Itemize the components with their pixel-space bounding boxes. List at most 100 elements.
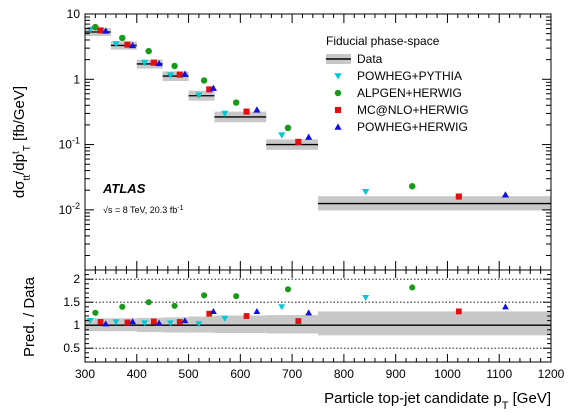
top-marker-s3-p4 bbox=[209, 84, 218, 91]
top-marker-s0-p1 bbox=[112, 41, 120, 48]
top-marker-s1-p0 bbox=[92, 23, 99, 31]
x-tick-label-5: 800 bbox=[334, 367, 354, 381]
ratio-marker-s2-p2 bbox=[150, 318, 157, 325]
top-marker-s1-p2 bbox=[145, 47, 152, 55]
x-tick-label-7: 1000 bbox=[434, 367, 461, 381]
ratio-marker-s2-p4 bbox=[206, 310, 213, 317]
ratio-marker-s0-p3 bbox=[167, 320, 174, 327]
main-y-axis: 10 1 10-1 10-2 bbox=[59, 7, 551, 257]
top-marker-s3-p0 bbox=[102, 27, 110, 34]
ratio-marker-s2-p0 bbox=[97, 319, 104, 325]
x-tick-label-1: 400 bbox=[127, 367, 147, 381]
legend-label-mcatnlo-herwig: MC@NLO+HERWIG bbox=[357, 103, 469, 117]
y-tick-label-3: 10-2 bbox=[59, 201, 80, 217]
legend: Fiducial phase-space Data POWHEG+PYTHIA … bbox=[326, 34, 469, 134]
top-marker-s0-p5 bbox=[221, 110, 229, 118]
top-marker-s0-p3 bbox=[166, 72, 175, 79]
y-tick-label-0: 10 bbox=[67, 7, 81, 21]
ratio-marker-s1-p7 bbox=[409, 284, 416, 291]
top-marker-s1-p1 bbox=[119, 34, 126, 42]
legend-title: Fiducial phase-space bbox=[326, 34, 440, 48]
top-marker-s0-p2 bbox=[140, 59, 149, 67]
legend-label-alpgen-herwig: ALPGEN+HERWIG bbox=[357, 86, 462, 100]
ratio-y-axis-label: Pred. / Data bbox=[21, 276, 38, 357]
legend-marker-0 bbox=[334, 73, 342, 80]
x-tick-label-8: 1100 bbox=[486, 367, 512, 381]
ratio-y-tick-label-0: 0.5 bbox=[63, 341, 80, 355]
x-tick-label-2: 500 bbox=[179, 367, 199, 381]
top-marker-s0-p6 bbox=[278, 132, 286, 139]
main-y-axis-label: dσtt/dptT [fb/GeV] bbox=[11, 86, 33, 198]
ratio-marker-s1-p4 bbox=[201, 292, 208, 299]
ratio-marker-s3-p4 bbox=[210, 308, 217, 314]
energy-lumi-label: √s = 8 TeV, 20.3 fb-1 bbox=[103, 205, 184, 216]
top-marker-s3-p3 bbox=[181, 70, 189, 77]
y-tick-label-2: 10-1 bbox=[59, 136, 80, 152]
ratio-x-axis: 300 400 500 600 700 800 900 1000 1100 1200 bbox=[75, 270, 565, 381]
ratio-marker-s0-p6 bbox=[278, 304, 286, 311]
top-marker-s1-p6 bbox=[284, 124, 292, 132]
ratio-marker-s2-p5 bbox=[243, 313, 250, 319]
top-marker-s2-p6 bbox=[295, 138, 302, 145]
ratio-markers bbox=[86, 284, 509, 328]
ratio-marker-s0-p0 bbox=[86, 318, 94, 324]
ratio-marker-s3-p5 bbox=[253, 308, 261, 314]
x-axis-label: Particle top-jet candidate pT [GeV] bbox=[324, 390, 551, 412]
top-marker-s2-p3 bbox=[176, 71, 183, 78]
ratio-band-6 bbox=[266, 315, 318, 334]
data-uncertainty-bands bbox=[85, 28, 551, 211]
top-marker-s3-p2 bbox=[155, 59, 163, 67]
top-marker-s1-p4 bbox=[200, 77, 208, 84]
ratio-marker-s3-p7 bbox=[502, 303, 509, 310]
ratio-marker-s3-p1 bbox=[129, 318, 137, 325]
ratio-marker-s0-p4 bbox=[195, 321, 203, 328]
x-tick-label-3: 600 bbox=[230, 367, 250, 381]
top-marker-s1-p3 bbox=[171, 62, 178, 70]
ratio-marker-s3-p2 bbox=[155, 319, 163, 326]
ratio-marker-s1-p3 bbox=[171, 302, 178, 309]
ratio-y-tick-label-3: 2 bbox=[73, 272, 80, 286]
top-marker-s3-p7 bbox=[501, 191, 510, 198]
top-marker-s3-p1 bbox=[129, 41, 137, 49]
ratio-reference-lines bbox=[85, 278, 551, 349]
top-marker-s2-p4 bbox=[206, 86, 213, 93]
ratio-marker-s2-p3 bbox=[176, 319, 183, 325]
top-marker-s2-p5 bbox=[243, 108, 250, 115]
top-marker-s3-p6 bbox=[305, 133, 313, 140]
ratio-marker-s1-p5 bbox=[233, 293, 240, 300]
legend-label-data: Data bbox=[357, 52, 383, 66]
atlas-label: ATLAS bbox=[102, 181, 146, 196]
legend-marker-3 bbox=[334, 123, 342, 130]
ratio-marker-s0-p7 bbox=[362, 295, 370, 301]
x-tick-label-6: 900 bbox=[386, 367, 406, 381]
ratio-marker-s3-p3 bbox=[181, 317, 189, 324]
ratio-marker-s3-p0 bbox=[102, 320, 110, 327]
top-marker-s0-p7 bbox=[362, 188, 370, 196]
ratio-y-tick-label-2: 1.5 bbox=[63, 295, 80, 309]
x-tick-label-0: 300 bbox=[75, 367, 95, 381]
data-central-lines bbox=[85, 31, 551, 205]
ratio-band-5 bbox=[214, 315, 267, 334]
ratio-marker-s1-p6 bbox=[284, 286, 292, 293]
top-marker-s2-p0 bbox=[97, 27, 104, 34]
main-x-ticks bbox=[84, 14, 552, 270]
top-marker-s1-p5 bbox=[232, 99, 240, 106]
legend-label-powheg-pythia: POWHEG+PYTHIA bbox=[357, 69, 462, 83]
legend-marker-2 bbox=[334, 106, 342, 114]
ratio-band-7 bbox=[318, 311, 551, 336]
x-tick-label-4: 700 bbox=[282, 367, 302, 381]
legend-marker-1 bbox=[334, 89, 342, 97]
top-marker-s2-p7 bbox=[455, 193, 462, 200]
ratio-marker-s2-p1 bbox=[124, 319, 131, 326]
y-tick-label-1: 1 bbox=[73, 72, 80, 86]
legend-label-powheg-herwig: POWHEG+HERWIG bbox=[357, 120, 468, 134]
top-marker-s2-p2 bbox=[150, 59, 157, 66]
ratio-marker-s0-p2 bbox=[141, 320, 148, 327]
ratio-marker-s0-p1 bbox=[112, 319, 120, 326]
top-marker-s2-p1 bbox=[124, 41, 131, 48]
x-tick-label-9: 1200 bbox=[538, 367, 565, 381]
top-marker-s0-p4 bbox=[195, 92, 203, 99]
ratio-y-tick-label-1: 1 bbox=[73, 318, 80, 332]
ratio-marker-s2-p6 bbox=[295, 318, 302, 324]
